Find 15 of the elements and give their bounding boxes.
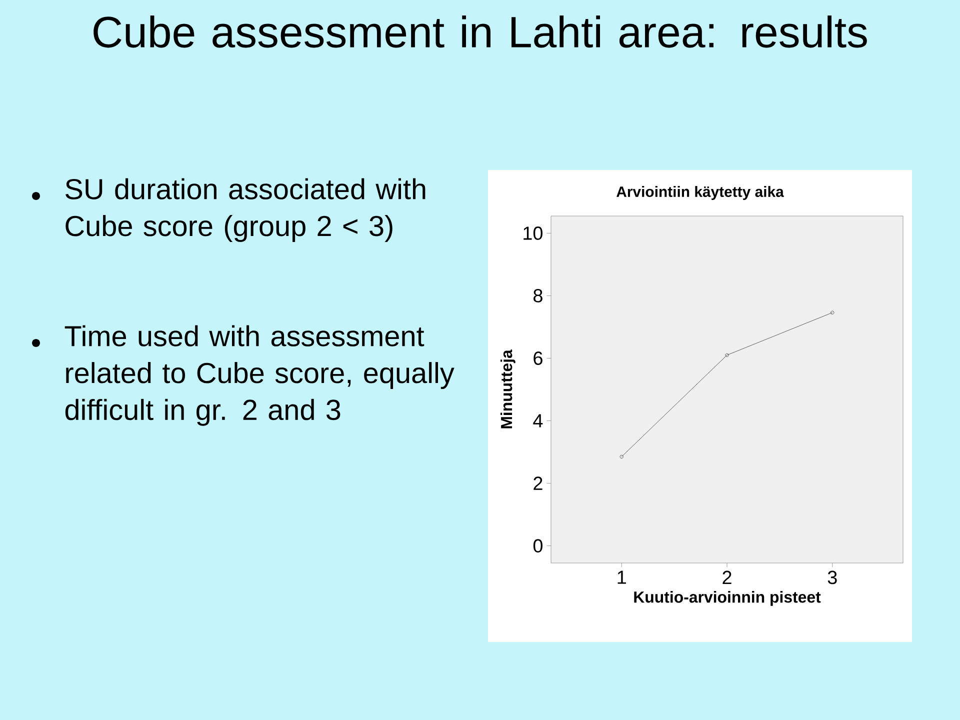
x-tick-label: 3	[828, 570, 837, 584]
text: SU duration associated with Cube score (group 2 < 3)	[66, 178, 426, 242]
y-tick-label: 4	[533, 414, 543, 428]
chart-subtitle: Arviointiin käytetty aika	[616, 186, 784, 200]
chart-title: Cube assessment in Lahti area: results	[94, 16, 867, 48]
x-tick-label: 1	[618, 570, 626, 584]
x-tick-label: 2	[722, 570, 732, 584]
y-tick-label: 10	[524, 226, 542, 240]
text: Time used with assessment related to Cube score, equally difficult in gr. 2 and 3	[64, 325, 454, 426]
x-axis-title: Kuutio-arvioinnin pisteet	[634, 591, 821, 606]
y-tick-label: 2	[534, 476, 542, 490]
y-axis-title: Minuutteja	[500, 350, 516, 428]
y-tick-label: 0	[533, 539, 542, 553]
y-tick-label: 6	[534, 352, 542, 365]
y-tick-label: 8	[534, 289, 542, 302]
